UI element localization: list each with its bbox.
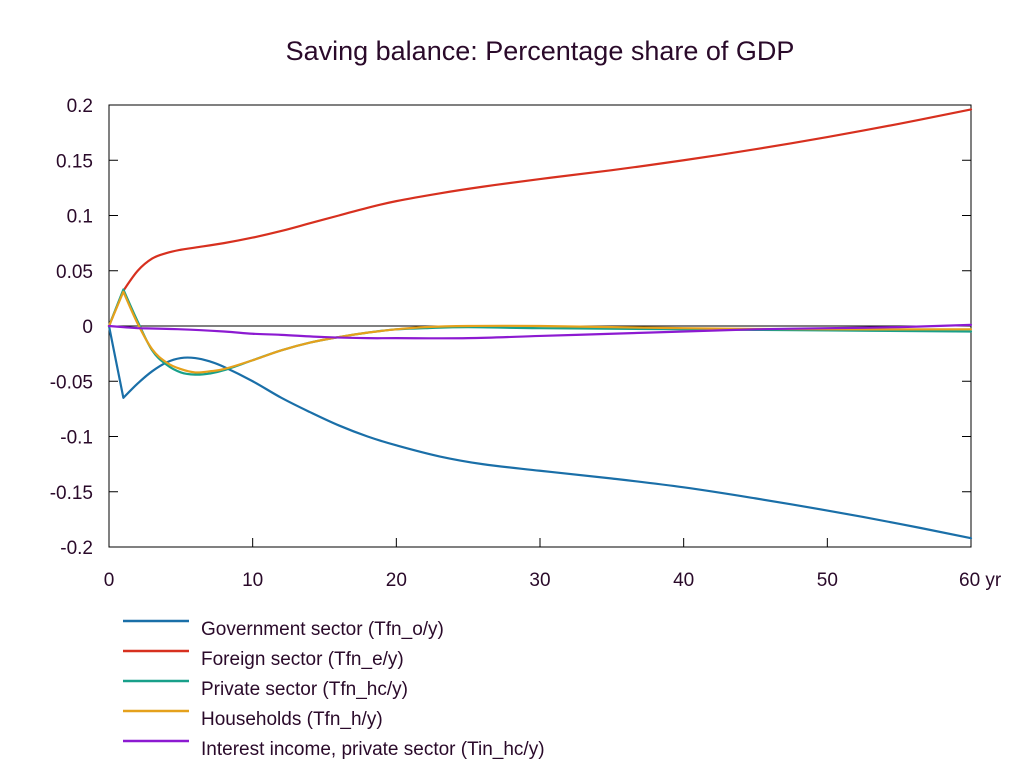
x-tick-label: 10: [242, 570, 263, 591]
y-tick-label: -0.15: [50, 483, 93, 504]
y-tick-label: 0: [82, 317, 93, 338]
series-line-1: [107, 324, 973, 540]
x-tick-label: 50: [817, 570, 838, 591]
legend: Government sector (Tfn_o/y) Foreign secto…: [123, 619, 545, 760]
x-tick-label: 20: [386, 570, 407, 591]
x-tick-label: 40: [673, 570, 694, 591]
series-lines: [107, 108, 973, 540]
y-axis: 0.2 0.15 0.1 0.05 0 -0.05 -0.1 -0.15 -0.2: [50, 96, 971, 559]
x-tick-label: 60 yr: [959, 570, 1002, 591]
y-tick-label: 0.1: [67, 207, 93, 228]
y-tick-label: -0.2: [60, 538, 93, 559]
series-line-5: [107, 323, 973, 340]
x-tick-label: 0: [104, 570, 115, 591]
chart-title: Saving balance: Percentage share of GDP: [286, 36, 795, 66]
legend-label: Households (Tfn_h/y): [201, 709, 383, 730]
x-tick-label: 30: [529, 570, 550, 591]
legend-label: Foreign sector (Tfn_e/y): [201, 649, 404, 670]
y-tick-label: 0.05: [56, 262, 93, 283]
series-line-4: [107, 290, 973, 374]
plot-area: 0 10 20 30 40 50 60 yr 0.2 0.15 0.1 0.05 0 -0.05 -0.…: [50, 96, 1002, 591]
series-line-2: [107, 108, 973, 328]
legend-label: Private sector (Tfn_hc/y): [201, 679, 408, 700]
y-tick-label: -0.1: [60, 428, 93, 449]
y-tick-label: 0.15: [56, 151, 93, 172]
y-tick-label: -0.05: [50, 372, 93, 393]
legend-label: Government sector (Tfn_o/y): [201, 619, 444, 640]
legend-label: Interest income, private sector (Tin_hc/…: [201, 739, 545, 760]
y-tick-label: 0.2: [67, 96, 93, 117]
x-axis: 0 10 20 30 40 50 60 yr: [104, 538, 1002, 591]
